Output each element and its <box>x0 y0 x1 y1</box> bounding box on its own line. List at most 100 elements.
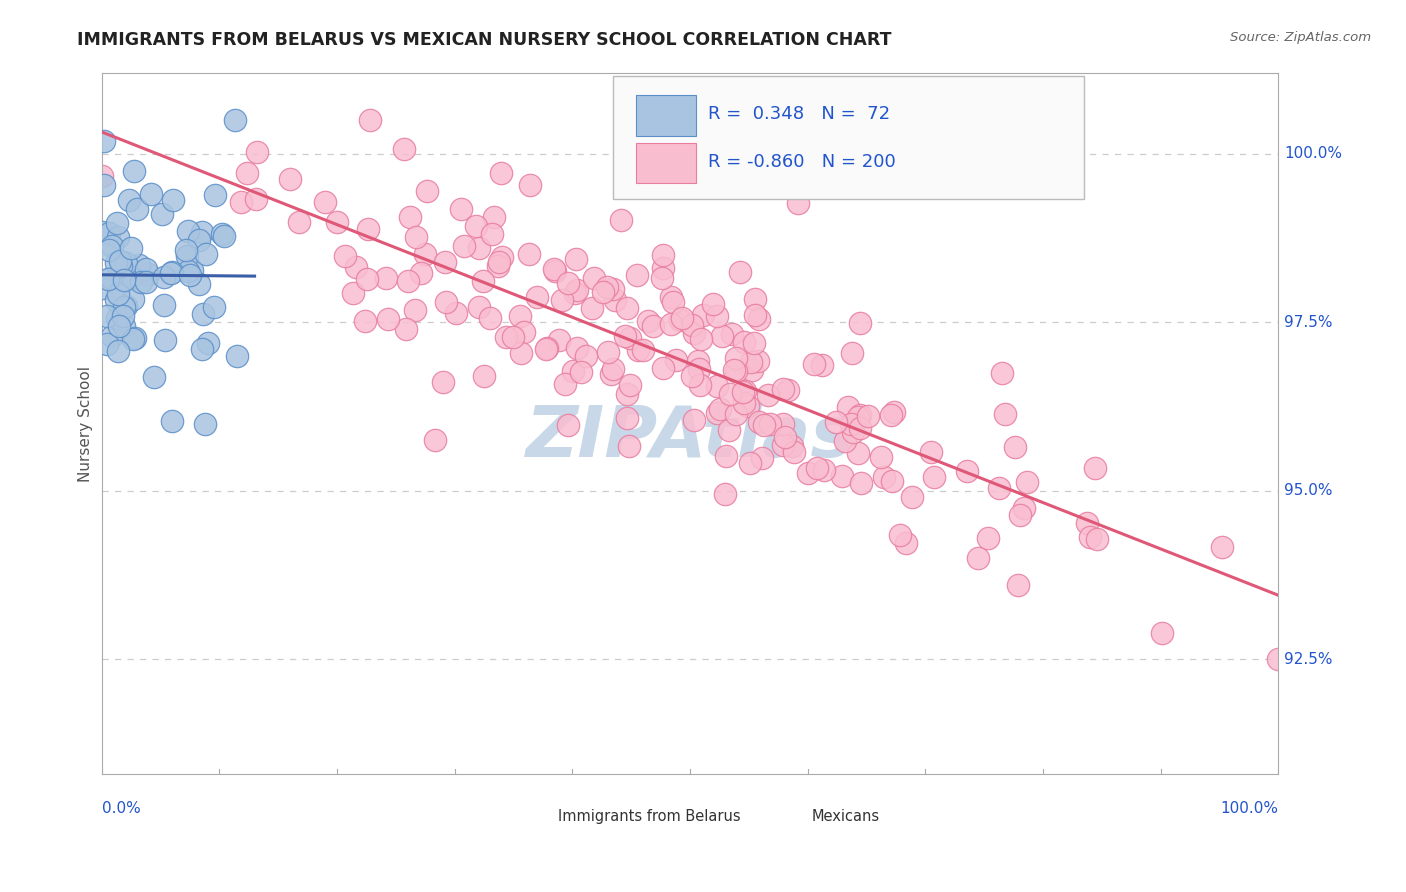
Point <box>1007 578 1029 592</box>
Point <box>197 335 219 350</box>
Point <box>564 285 586 300</box>
Point <box>562 364 585 378</box>
Point <box>619 378 641 392</box>
Point <box>224 113 246 128</box>
Point <box>626 268 648 282</box>
Point <box>481 227 503 241</box>
Text: R =  0.348   N =  72: R = 0.348 N = 72 <box>707 105 890 123</box>
Point <box>702 297 724 311</box>
Point <box>889 528 911 542</box>
Point <box>1076 516 1098 531</box>
Point <box>806 461 828 475</box>
Point <box>96 309 118 323</box>
Point <box>714 449 737 463</box>
Point <box>652 261 675 276</box>
Point <box>714 487 737 501</box>
Point <box>188 277 211 292</box>
Point <box>101 239 124 253</box>
Point <box>988 481 1011 495</box>
Point <box>596 345 619 359</box>
Point <box>180 262 202 277</box>
Point <box>706 379 728 393</box>
Point <box>619 331 641 345</box>
Point <box>599 368 621 382</box>
Point <box>813 463 835 477</box>
Point <box>114 318 136 333</box>
Point <box>177 264 200 278</box>
Point <box>681 368 703 383</box>
Point <box>191 342 214 356</box>
Point <box>202 300 225 314</box>
Point <box>354 314 377 328</box>
Point <box>616 387 638 401</box>
Point <box>160 414 183 428</box>
Point <box>849 421 872 435</box>
Point <box>105 217 128 231</box>
Point <box>453 238 475 252</box>
Point <box>467 241 489 255</box>
FancyBboxPatch shape <box>613 77 1084 199</box>
Point <box>1150 625 1173 640</box>
Point <box>1012 501 1035 516</box>
Point <box>107 230 129 244</box>
FancyBboxPatch shape <box>510 805 553 829</box>
Point <box>395 322 418 336</box>
Point <box>718 423 741 437</box>
Point <box>405 229 427 244</box>
Point <box>567 341 589 355</box>
Point <box>689 377 711 392</box>
Point <box>596 280 619 294</box>
Point <box>783 444 806 458</box>
Point <box>669 313 692 327</box>
Point <box>97 272 120 286</box>
Point <box>375 270 398 285</box>
Point <box>575 349 598 363</box>
Point <box>617 439 640 453</box>
Text: IMMIGRANTS FROM BELARUS VS MEXICAN NURSERY SCHOOL CORRELATION CHART: IMMIGRANTS FROM BELARUS VS MEXICAN NURSE… <box>77 31 891 49</box>
Point <box>592 285 614 299</box>
Point <box>748 311 770 326</box>
Point <box>489 166 512 180</box>
Point <box>404 302 426 317</box>
Point <box>121 270 143 285</box>
Point <box>842 425 865 439</box>
Point <box>509 309 531 323</box>
Point <box>100 329 122 343</box>
Point <box>444 306 467 320</box>
Point <box>665 353 688 368</box>
Point <box>160 264 183 278</box>
Text: 100.0%: 100.0% <box>1284 146 1343 161</box>
Point <box>613 329 636 343</box>
Point <box>162 193 184 207</box>
Point <box>787 196 810 211</box>
Point <box>721 327 744 342</box>
Point <box>565 283 588 297</box>
Point <box>413 247 436 261</box>
Point <box>491 250 513 264</box>
Point <box>671 310 693 325</box>
Point <box>357 222 380 236</box>
Point <box>991 366 1014 380</box>
Point <box>733 385 755 400</box>
Point <box>583 271 606 285</box>
Point <box>471 274 494 288</box>
Point <box>356 272 378 286</box>
Point <box>780 439 803 453</box>
Point <box>901 491 924 505</box>
Point <box>810 358 832 372</box>
Point <box>718 387 741 401</box>
Point <box>616 411 638 425</box>
Point <box>399 210 422 224</box>
Point <box>468 300 491 314</box>
Point <box>841 346 863 360</box>
Point <box>849 316 872 330</box>
Point <box>734 384 756 398</box>
Point <box>176 250 198 264</box>
Point <box>651 270 673 285</box>
Point <box>633 343 655 358</box>
Point <box>135 275 157 289</box>
Point <box>797 467 820 481</box>
Point <box>846 446 869 460</box>
Point <box>416 184 439 198</box>
Point <box>143 370 166 384</box>
